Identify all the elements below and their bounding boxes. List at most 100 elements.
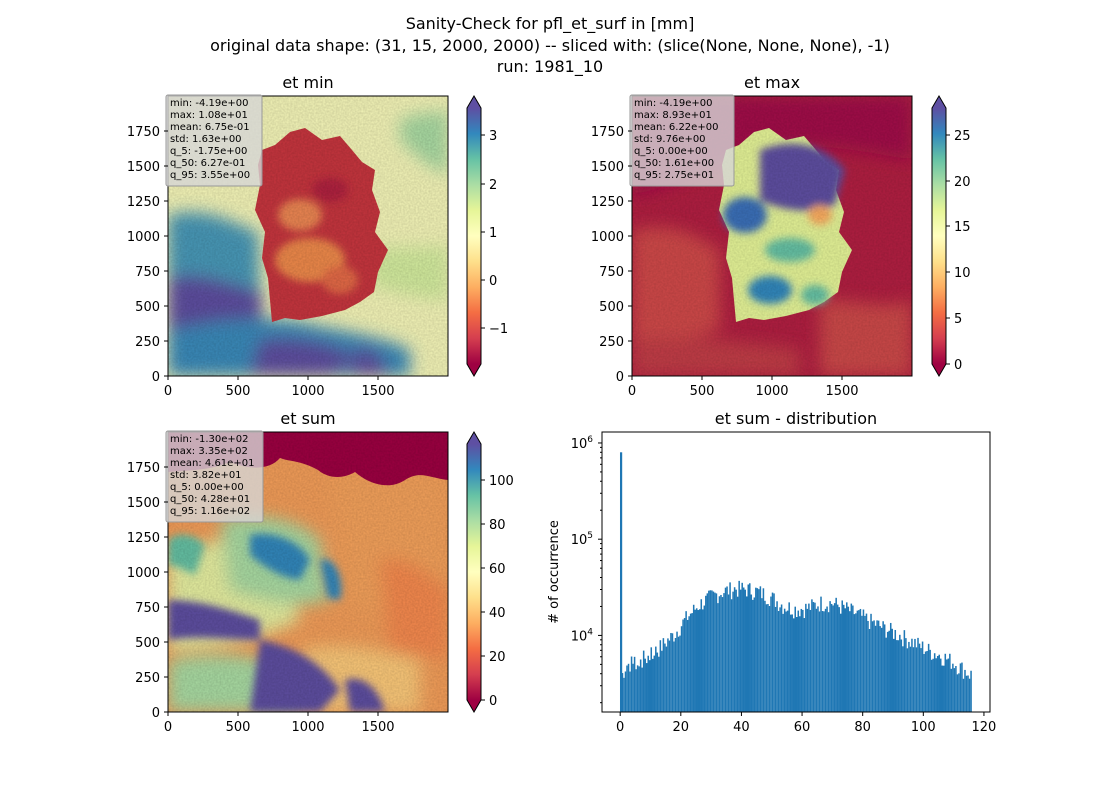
colorbar-tick-label: 3 [489,129,497,144]
histogram-bar [652,658,654,712]
histogram-bar [962,678,965,712]
histogram-bar [858,610,860,712]
histogram-bar [800,608,803,712]
colorbar-tick-label: 25 [954,129,971,144]
histogram-bar [689,613,692,712]
histogram-bar [902,646,904,712]
histogram-bar [842,604,845,712]
stats-line: q_95: 1.16e+02 [170,506,250,517]
histogram-bar [759,586,762,712]
x-tick-label: 1500 [825,384,858,399]
y-tick-label: 105 [571,531,593,548]
histogram-bar [808,603,810,712]
histogram-bar [841,600,843,712]
y-axis-et-sum: 0 250 500 750 1000 1250 1500 1750 [127,461,168,721]
panel-title-et-max: et max [744,73,800,92]
histogram-bar [818,611,821,712]
y-axis-et-max: 0 250 500 750 1000 1250 1500 1750 [591,125,632,385]
histogram-bar [859,608,862,712]
histogram-bar [745,596,748,712]
histogram-bar [849,611,851,712]
x-axis-distribution: 0 20 40 60 80 100 120 [616,712,996,735]
histogram-bar [839,613,842,712]
x-tick-label: 1000 [291,720,324,735]
histogram-bar [674,637,677,712]
x-tick-label: 0 [164,720,172,735]
histogram-bar [659,640,662,712]
histogram-bar [642,650,645,712]
histogram-bar [914,638,916,712]
histogram-bar [762,588,765,712]
histogram-bar [661,650,663,712]
histogram-bar [633,656,636,712]
histogram-bars [619,452,972,712]
histogram-bar [921,641,924,712]
histogram-bar [864,615,866,712]
histogram-bar [648,660,651,712]
histogram-bar [702,609,704,712]
histogram-bar [805,603,807,712]
histogram-bar [788,602,790,712]
histogram-bar [714,592,716,712]
colorbar-tick-label: 15 [954,220,971,235]
histogram-bar [877,620,880,712]
histogram-bar [917,637,919,712]
histogram-bar [889,622,892,712]
stats-line: mean: 6.22e+00 [634,122,718,133]
x-tick-label: 1000 [755,384,788,399]
histogram-bar [782,613,784,712]
histogram-bar [664,643,666,712]
histogram-bar [662,638,665,712]
histogram-bar [852,605,854,712]
histogram-bar [803,618,806,712]
y-tick-label: 0 [616,370,624,385]
colorbar-et-min: −1 0 1 2 3 [466,95,508,377]
panel-et-sum-distribution: et sum - distribution 0 20 40 60 80 100 120 10… [547,409,996,735]
colorbar-tick-label: 80 [489,518,506,533]
histogram-bar [847,606,850,712]
histogram-bar [799,616,801,712]
histogram-bar [806,608,809,712]
heatmap-et-min [168,96,448,376]
histogram-bar [879,626,881,712]
histogram-bar [636,665,639,712]
x-axis-et-min: 0 500 1000 1500 [164,376,395,399]
histogram-bar [949,653,951,712]
y-tick-label: 1750 [127,125,160,140]
stats-box-et-max: min: -4.19e+00 max: 8.93e+01 mean: 6.22e… [629,94,735,187]
histogram-bar [717,603,719,712]
y-tick-label: 250 [599,335,624,350]
histogram-bar [896,640,898,712]
y-axis-label: # of occurrence [547,520,562,624]
histogram-bar [876,620,878,712]
histogram-bar [761,598,763,712]
histogram-bar [683,618,686,712]
histogram-bar [739,589,742,712]
stats-line: std: 3.82e+01 [170,470,242,481]
histogram-bar [621,673,624,712]
histogram-bar [923,653,925,712]
histogram-bar [846,602,848,712]
histogram-bar [835,597,837,712]
histogram-bar [644,658,646,712]
colorbar-tick-label: 40 [489,606,506,621]
histogram-bar [911,638,913,712]
histogram-bar [767,603,769,712]
histogram-bar [705,595,707,712]
x-tick-label: 0 [164,384,172,399]
x-axis-et-max: 0 500 1000 1500 [628,376,859,399]
histogram-bar [783,608,786,712]
histogram-bar [893,638,895,712]
y-tick-label: 750 [135,265,160,280]
histogram-bar [691,613,693,712]
histogram-bar [894,629,897,712]
histogram-bar [861,615,863,712]
histogram-bar [768,606,771,712]
histogram-bar [685,611,687,712]
colorbar-tick-label: 1 [489,226,497,241]
histogram-bar [929,649,931,712]
histogram-bar [718,596,721,712]
stats-line: mean: 6.75e-01 [170,122,250,133]
histogram-bar [965,675,968,712]
histogram-bar [796,617,798,712]
